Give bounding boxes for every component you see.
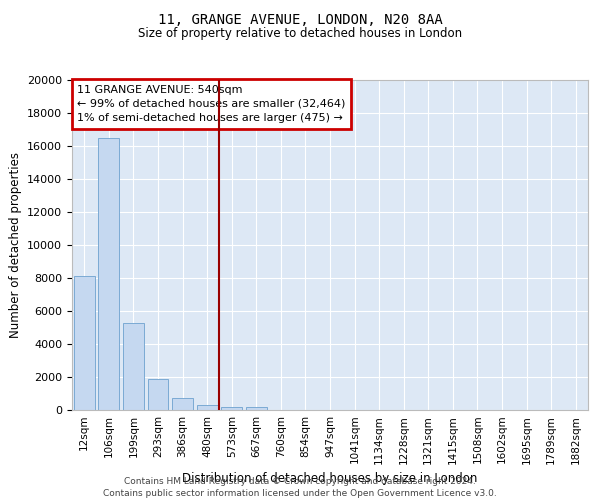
Bar xyxy=(74,276,95,410)
Bar xyxy=(123,322,144,410)
Bar xyxy=(172,398,193,410)
Text: 11 GRANGE AVENUE: 540sqm
← 99% of detached houses are smaller (32,464)
1% of sem: 11 GRANGE AVENUE: 540sqm ← 99% of detach… xyxy=(77,85,346,123)
Bar xyxy=(148,380,169,410)
Text: Contains public sector information licensed under the Open Government Licence v3: Contains public sector information licen… xyxy=(103,489,497,498)
Text: 11, GRANGE AVENUE, LONDON, N20 8AA: 11, GRANGE AVENUE, LONDON, N20 8AA xyxy=(158,12,442,26)
Y-axis label: Number of detached properties: Number of detached properties xyxy=(8,152,22,338)
Bar xyxy=(98,138,119,410)
Bar xyxy=(246,407,267,410)
X-axis label: Distribution of detached houses by size in London: Distribution of detached houses by size … xyxy=(182,472,478,485)
Bar xyxy=(197,405,218,410)
Text: Contains HM Land Registry data © Crown copyright and database right 2024.: Contains HM Land Registry data © Crown c… xyxy=(124,478,476,486)
Text: Size of property relative to detached houses in London: Size of property relative to detached ho… xyxy=(138,28,462,40)
Bar xyxy=(221,406,242,410)
